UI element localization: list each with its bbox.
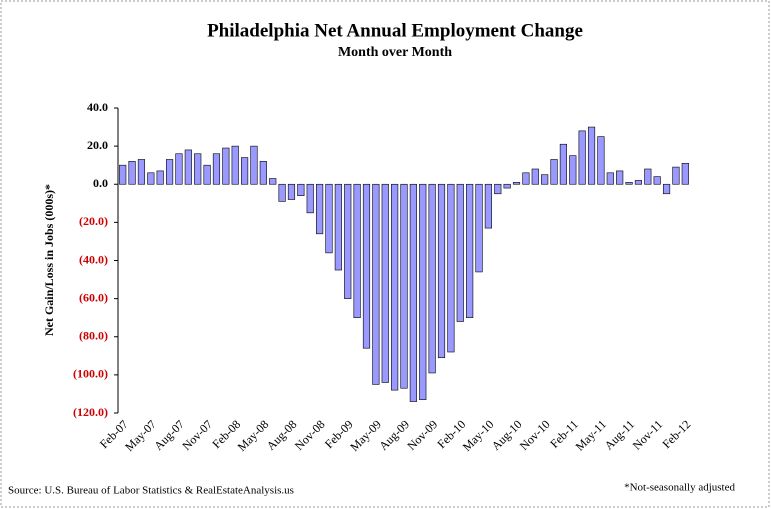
bar <box>550 159 558 185</box>
bar <box>428 183 436 374</box>
bar <box>381 183 389 383</box>
bar <box>231 145 239 185</box>
y-tick-label: 40.0 <box>87 100 108 114</box>
bar <box>222 147 230 185</box>
bar <box>625 182 633 185</box>
bar <box>522 172 530 185</box>
bar <box>447 183 455 353</box>
bar <box>344 183 352 299</box>
bar <box>634 180 643 185</box>
y-axis-label: Net Gain/Loss in Jobs (000s)* <box>42 184 56 336</box>
bar <box>137 159 146 185</box>
y-tick-label: (120.0) <box>73 405 108 419</box>
bar <box>362 183 371 349</box>
bar <box>212 153 221 185</box>
bar <box>391 183 399 391</box>
bar <box>241 157 249 185</box>
bar <box>531 168 539 185</box>
bar <box>325 183 333 254</box>
bar <box>297 183 305 196</box>
bar <box>128 161 136 185</box>
bar <box>587 126 596 185</box>
y-tick-label: 0.0 <box>93 176 108 190</box>
y-tick-label: 20.0 <box>87 138 108 152</box>
bar <box>662 183 671 195</box>
bar <box>466 183 474 318</box>
bar <box>409 183 417 402</box>
bar <box>512 182 521 185</box>
chart-title: Philadelphia Net Annual Employment Chang… <box>207 20 583 41</box>
bar <box>437 183 446 359</box>
bar <box>278 183 286 202</box>
bar <box>147 172 155 185</box>
bar <box>559 143 567 185</box>
bar <box>250 145 258 185</box>
y-tick-label: (80.0) <box>79 329 108 343</box>
bar <box>334 183 342 271</box>
bar <box>503 183 511 189</box>
bar <box>541 174 549 185</box>
bar <box>456 183 464 322</box>
y-tick-label: (60.0) <box>79 290 108 304</box>
bar <box>578 130 586 185</box>
y-tick-label: (40.0) <box>79 252 108 266</box>
bar <box>616 170 624 185</box>
bar <box>419 183 427 400</box>
bar <box>475 183 483 273</box>
bar <box>316 183 324 235</box>
chart-subtitle: Month over Month <box>338 45 452 60</box>
bar <box>494 183 502 195</box>
bar <box>194 153 202 185</box>
bar <box>569 155 577 185</box>
bar <box>353 183 361 318</box>
bar <box>165 159 174 185</box>
bar <box>484 183 492 229</box>
y-tick-label: (100.0) <box>73 367 108 381</box>
bar <box>644 168 652 185</box>
source: Source: U.S. Bureau of Labor Statistics … <box>8 485 294 497</box>
bar <box>287 183 296 200</box>
note: *Not-seasonally adjusted <box>624 482 735 494</box>
bar <box>269 178 277 185</box>
bar <box>306 183 314 214</box>
bar <box>184 149 192 185</box>
bar <box>672 166 680 185</box>
bar <box>681 162 689 185</box>
bar <box>653 176 661 185</box>
bar <box>203 164 211 185</box>
y-tick-label: (20.0) <box>79 214 108 228</box>
bar <box>156 170 164 185</box>
bar <box>400 183 408 389</box>
bar <box>372 183 380 385</box>
bar <box>119 164 127 185</box>
bar <box>606 172 614 185</box>
bar <box>259 161 267 185</box>
bar <box>597 136 605 185</box>
bar <box>175 153 183 185</box>
